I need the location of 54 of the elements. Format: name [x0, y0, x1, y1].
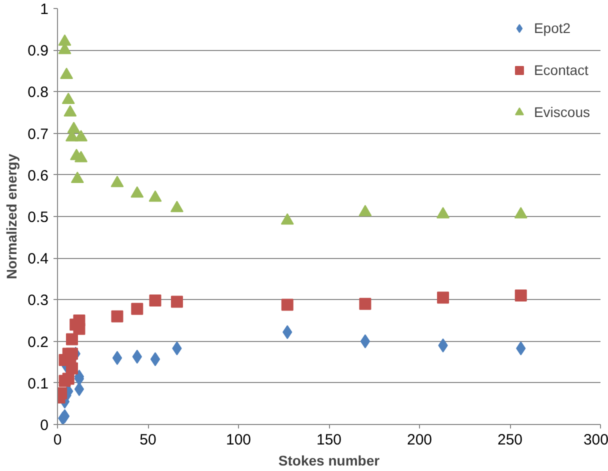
x-tick-label: 50: [140, 432, 156, 448]
point: [66, 362, 78, 374]
x-tick-label: 100: [226, 432, 252, 448]
point: [359, 298, 372, 310]
point: [74, 382, 84, 396]
point: [74, 130, 88, 142]
legend-label: Epot2: [534, 20, 571, 36]
y-tick-label: 0.5: [28, 209, 49, 226]
x-tick-label: 250: [497, 432, 523, 448]
point: [67, 122, 80, 134]
y-axis-title: Normalized energy: [4, 154, 20, 280]
point: [170, 200, 184, 212]
point: [131, 302, 144, 315]
y-tick-label: 0.7: [28, 126, 49, 143]
point: [514, 206, 528, 218]
x-tick-label: 200: [406, 432, 432, 448]
y-tick-label: 0.3: [28, 292, 49, 310]
point: [66, 348, 78, 360]
x-axis-title: Stokes number: [278, 452, 380, 468]
point: [149, 294, 162, 307]
point: [111, 310, 124, 322]
y-tick-label: 0.4: [28, 250, 49, 268]
point: [360, 334, 370, 348]
y-tick-label: 0.2: [28, 334, 49, 351]
y-tick-label: 0.8: [28, 84, 49, 102]
legend-label: Eviscous: [534, 104, 590, 120]
point: [130, 186, 144, 198]
point: [74, 150, 88, 162]
point: [436, 206, 450, 218]
x-tick-label: 300: [583, 432, 608, 448]
y-tick-label: 0.6: [28, 167, 49, 184]
point: [66, 333, 78, 346]
point: [514, 290, 527, 302]
y-tick-label: 0: [40, 417, 48, 434]
point: [73, 322, 86, 335]
point: [150, 352, 160, 366]
point: [110, 176, 124, 188]
point: [62, 92, 75, 104]
legend-label: Econtact: [534, 62, 588, 78]
y-tick-label: 0.1: [28, 375, 49, 392]
y-tick-label: 1: [40, 1, 48, 18]
point: [112, 350, 122, 365]
point: [170, 296, 183, 308]
x-tick-label: 150: [316, 432, 342, 448]
point: [148, 190, 162, 202]
point: [437, 292, 450, 304]
point: [281, 298, 294, 311]
y-tick-label: 0.9: [28, 42, 49, 60]
point: [70, 172, 84, 184]
point: [60, 68, 74, 80]
point: [280, 213, 294, 225]
x-tick-label: 0: [53, 432, 62, 448]
point: [64, 105, 77, 116]
point: [358, 204, 372, 216]
